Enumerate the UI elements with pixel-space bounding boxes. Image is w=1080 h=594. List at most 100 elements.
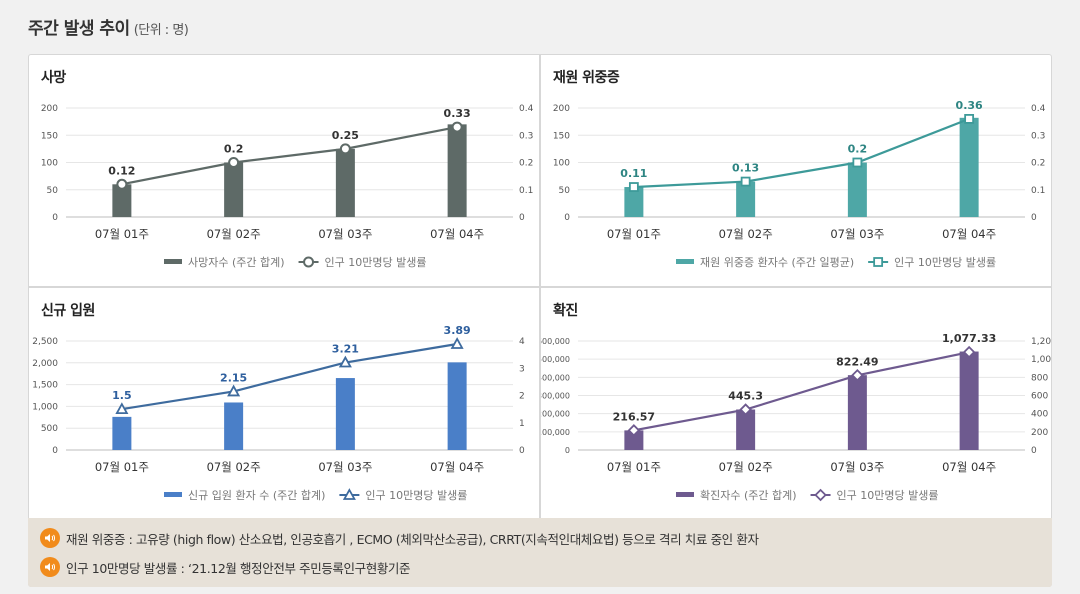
- x-tick-label: 07월 01주: [95, 460, 149, 474]
- legend-bar-swatch: [676, 259, 694, 264]
- legend-line-label: 인구 10만명당 발생률: [894, 256, 996, 269]
- line-marker-diamond: [962, 345, 976, 359]
- bar: [447, 362, 467, 450]
- x-tick-label: 07월 02주: [719, 227, 773, 241]
- y-tick-label-right: 400: [1031, 410, 1048, 420]
- data-label: 0.36: [956, 99, 983, 112]
- data-label: 0.25: [332, 129, 359, 142]
- y-tick-label-right: 0.4: [1031, 104, 1046, 114]
- line-marker-triangle: [227, 384, 241, 397]
- legend-line-label: 인구 10만명당 발생률: [325, 256, 427, 269]
- y-tick-label-left: 500,000: [541, 355, 570, 364]
- bar: [624, 430, 644, 450]
- line-marker-diamond: [851, 369, 864, 382]
- y-tick-label-left: 100,000: [541, 428, 570, 437]
- data-label: 0.11: [620, 167, 647, 180]
- data-label: 216.57: [613, 410, 655, 423]
- x-tick-label: 07월 04주: [942, 227, 996, 241]
- bar: [624, 187, 644, 217]
- data-label: 822.49: [836, 355, 878, 368]
- chart-critical-svg: 0 50 100 150 200 0 0.1 0.2 0.3 0.4 07월 01주 07월 02주 0…: [553, 99, 1046, 269]
- x-tick-label: 07월 01주: [95, 227, 149, 241]
- y-tick-label-right: 0.1: [1031, 186, 1045, 196]
- data-label: 1,077.33: [942, 332, 996, 345]
- y-tick-label-left: 100: [41, 159, 58, 169]
- bar: [847, 162, 867, 217]
- line-marker-diamond: [627, 424, 641, 437]
- chart-admissions-svg: 0 500 1,000 1,500 2,000 2,500 0 1 2 3 4 07월 01주 07월 …: [32, 324, 525, 502]
- x-tick-label: 07월 03주: [830, 460, 884, 474]
- chart-deaths: 사망 0 50 100 150 200 0 0.1 0.2 0.3 0.4 07월 01주 07월 0…: [29, 55, 539, 286]
- y-tick-label-right: 0: [519, 213, 525, 223]
- line-marker-square: [964, 114, 975, 124]
- y-tick-label-right: 0.2: [519, 159, 533, 169]
- chart-title: 사망: [41, 70, 66, 86]
- line-marker-circle: [451, 121, 463, 133]
- x-tick-label: 07월 03주: [318, 460, 372, 474]
- line-marker-triangle: [450, 337, 464, 349]
- speaker-icon: [40, 528, 60, 548]
- y-tick-label-right: 4: [519, 337, 525, 347]
- x-tick-label: 07월 03주: [830, 227, 884, 241]
- y-tick-label-right: 0: [519, 446, 525, 456]
- rate-line: [121, 125, 458, 186]
- line-marker-square: [740, 176, 751, 187]
- data-label: 0.2: [224, 143, 244, 156]
- y-tick-label-left: 0: [52, 213, 58, 223]
- y-tick-label-left: 100: [553, 159, 570, 169]
- y-tick-label-left: 200: [553, 104, 570, 114]
- bar: [112, 416, 132, 450]
- data-label: 3.89: [444, 324, 471, 337]
- line-marker-square: [873, 257, 884, 267]
- line-marker-diamond: [739, 403, 752, 416]
- legend-line-label: 인구 10만명당 발생률: [837, 489, 939, 502]
- y-tick-label-right: 0.1: [519, 186, 533, 196]
- bar: [447, 124, 467, 217]
- x-tick-label: 07월 01주: [607, 460, 661, 474]
- line-marker-circle: [116, 178, 128, 190]
- y-tick-label-right: 1,200: [1031, 337, 1051, 347]
- notes-box: 재원 위중증 : 고유량 (high flow) 산소요법, 인공호흡기 , E…: [28, 518, 1052, 587]
- y-tick-label-right: 0.4: [519, 104, 534, 114]
- legend-bar-label: 재원 위중증 환자수 (주간 일평균): [700, 255, 854, 269]
- rate-line: [633, 117, 970, 189]
- data-label: 0.33: [444, 107, 471, 120]
- legend-line-label: 인구 10만명당 발생률: [365, 489, 467, 502]
- y-tick-label-left: 0: [565, 446, 570, 455]
- data-label: 0.12: [108, 164, 135, 177]
- legend-bar-swatch: [676, 492, 694, 497]
- y-tick-label-left: 200: [41, 104, 58, 114]
- bar: [959, 117, 979, 217]
- y-tick-label-right: 0.2: [1031, 159, 1045, 169]
- y-tick-label-left: 1,000: [32, 402, 58, 412]
- y-tick-label-left: 50: [47, 186, 59, 196]
- unit-label: (단위 : 명): [133, 23, 189, 38]
- y-tick-label-right: 200: [1031, 428, 1048, 438]
- x-tick-label: 07월 02주: [207, 227, 261, 241]
- y-tick-label-left: 50: [559, 186, 571, 196]
- bar: [224, 162, 244, 217]
- y-tick-label-right: 3: [519, 364, 525, 374]
- y-tick-label-right: 2: [519, 392, 525, 402]
- bar: [335, 148, 355, 217]
- x-tick-label: 07월 04주: [430, 227, 484, 241]
- legend-bar-swatch: [164, 492, 182, 497]
- line-marker-square: [628, 182, 639, 192]
- chart-confirmed: 확진 0 100,000 200,000 300,000 400,000 500,000 6…: [541, 288, 1051, 518]
- line-marker-circle: [339, 143, 351, 155]
- y-tick-label-left: 2,000: [32, 359, 58, 369]
- y-tick-label-right: 1: [519, 419, 525, 429]
- y-tick-label-left: 0: [52, 446, 58, 456]
- data-label: 0.2: [848, 143, 868, 156]
- divider-horizontal: [28, 286, 1052, 288]
- legend-bar-label: 확진자수 (주간 합계): [700, 489, 797, 502]
- legend-bar-label: 신규 입원 환자 수 (주간 합계): [188, 489, 325, 502]
- y-tick-label-left: 2,500: [32, 337, 58, 347]
- rate-line: [633, 351, 970, 432]
- x-tick-label: 07월 02주: [207, 460, 261, 474]
- bar: [847, 375, 867, 450]
- bar: [736, 409, 756, 450]
- y-tick-label-right: 0: [1031, 446, 1037, 456]
- y-tick-label-right: 1,000: [1031, 355, 1051, 365]
- speaker-icon: [40, 557, 60, 577]
